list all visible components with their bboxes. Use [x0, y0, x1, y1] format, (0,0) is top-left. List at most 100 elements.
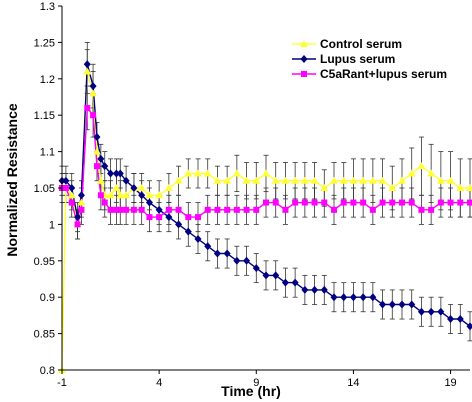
control-serum-point [223, 176, 232, 184]
c5arant-lupus-serum-point [369, 206, 376, 213]
c5arant-lupus-serum-point [437, 199, 444, 206]
control-serum-point [456, 184, 465, 191]
lupus-serum-point [204, 242, 212, 251]
lupus-serum-point [83, 60, 91, 69]
x-tick-label: 9 [253, 377, 259, 389]
lupus-serum-point [74, 213, 82, 222]
lupus-serum-point [243, 256, 251, 265]
error-bars [59, 42, 472, 342]
lupus-serum-point [175, 220, 183, 229]
y-tick-label: 1.25 [34, 37, 55, 49]
control-serum-point [232, 169, 241, 177]
control-serum-point [281, 176, 290, 184]
control-serum-point [96, 176, 105, 184]
c5arant-lupus-serum-point [399, 199, 405, 206]
c5arant-lupus-serum-point [156, 214, 163, 221]
lupus-serum-point [349, 293, 357, 302]
lupus-serum-point [184, 227, 192, 236]
control-serum-point [378, 176, 387, 184]
lupus-serum-point [77, 191, 85, 200]
c5arant-lupus-serum-point [204, 206, 211, 213]
c5arant-lupus-serum-point [78, 206, 85, 213]
lupus-serum-point [311, 285, 319, 294]
y-tick-label: 1.15 [34, 110, 55, 122]
lupus-serum-point [359, 293, 367, 302]
lupus-serum-point [427, 307, 435, 316]
c5arant-lupus-serum-point [107, 206, 114, 213]
x-tick-label: 14 [347, 377, 359, 389]
control-serum-point [92, 147, 101, 155]
c5arant-lupus-serum-point [233, 206, 240, 213]
c5arant-lupus-serum-point [117, 206, 124, 213]
c5arant-lupus-serum-point [113, 206, 120, 213]
lupus-serum-point [223, 249, 231, 258]
c5arant-lupus-serum-point [185, 214, 192, 221]
c5arant-lupus-serum-point [224, 206, 231, 213]
control-serum-point [77, 198, 86, 206]
c5arant-lupus-serum-point [74, 221, 81, 228]
legend-marker [300, 40, 308, 47]
y-axis-title: Normalized Resistance [4, 103, 20, 256]
c5arant-lupus-serum-point [418, 206, 425, 213]
legend-label: Lupus serum [320, 52, 395, 66]
control-serum-point [398, 176, 406, 184]
lupus-serum-point [213, 249, 221, 258]
control-serum-point [194, 169, 202, 177]
lupus-serum-point [155, 205, 163, 214]
control-serum-point [262, 169, 270, 177]
lupus-serum-point [116, 169, 124, 178]
control-serum-point [330, 176, 338, 184]
lupus-serum-point [233, 256, 241, 265]
lupus-serum-point [388, 300, 396, 309]
control-serum-point [116, 191, 125, 199]
lupus-serum-point [379, 300, 387, 309]
y-tick-label: 1.05 [34, 183, 55, 195]
control-serum-point [155, 191, 164, 199]
legend-label: Control serum [320, 37, 402, 51]
y-tick-label: 1.3 [40, 1, 55, 13]
control-serum-point [67, 191, 76, 199]
lupus-serum-point [107, 169, 115, 178]
lupus-serum-point [97, 154, 105, 163]
lupus-serum-point [93, 133, 101, 142]
c5arant-lupus-serum-point [165, 206, 172, 213]
control-serum-point [252, 176, 261, 184]
lupus-serum-point [272, 271, 280, 280]
lupus-serum-point [398, 300, 406, 309]
c5arant-lupus-serum-point [428, 206, 435, 213]
c5arant-lupus-serum-point [214, 206, 221, 213]
lupus-serum-point [466, 322, 472, 331]
c5arant-lupus-serum-point [195, 214, 201, 221]
c5arant-lupus-serum-point [68, 199, 75, 206]
lupus-serum-point [112, 169, 120, 178]
x-axis-ticks: -1 4 9 14 19 [57, 370, 457, 389]
c5arant-lupus-serum-point [292, 199, 299, 206]
control-serum-point [446, 176, 455, 184]
x-tick-label: 19 [444, 377, 456, 389]
y-tick-label: 1.1 [40, 147, 55, 159]
lupus-serum-point [165, 213, 173, 222]
control-serum-line [61, 71, 470, 371]
c5arant-lupus-serum-point [301, 199, 308, 206]
c5arant-lupus-serum-point [263, 199, 269, 206]
c5arant-lupus-serum-point [93, 163, 100, 170]
c5arant-lupus-serum-point [379, 199, 386, 206]
c5arant-lupus-serum-point [84, 104, 91, 111]
legend-label: C5aRant+lupus serum [320, 67, 447, 81]
c5arant-lupus-serum-point [311, 199, 318, 206]
lupus-serum-point [138, 191, 146, 200]
y-tick-label: 1.2 [40, 74, 55, 86]
lupus-serum-point [340, 293, 348, 302]
control-serum-point [417, 162, 426, 170]
c5arant-lupus-serum-point [282, 206, 289, 213]
c5arant-lupus-serum-point [360, 199, 367, 206]
c5arant-lupus-serum-point [350, 199, 357, 206]
control-serum-point [466, 184, 472, 191]
c5arant-lupus-serum-point [457, 199, 464, 206]
c5arant-lupus-serum-point [97, 192, 104, 199]
c5arant-lupus-serum-point [253, 206, 260, 213]
c5arant-lupus-serum-point [138, 206, 145, 213]
lupus-serum-point [437, 307, 445, 316]
x-tick-label: 4 [156, 377, 162, 389]
